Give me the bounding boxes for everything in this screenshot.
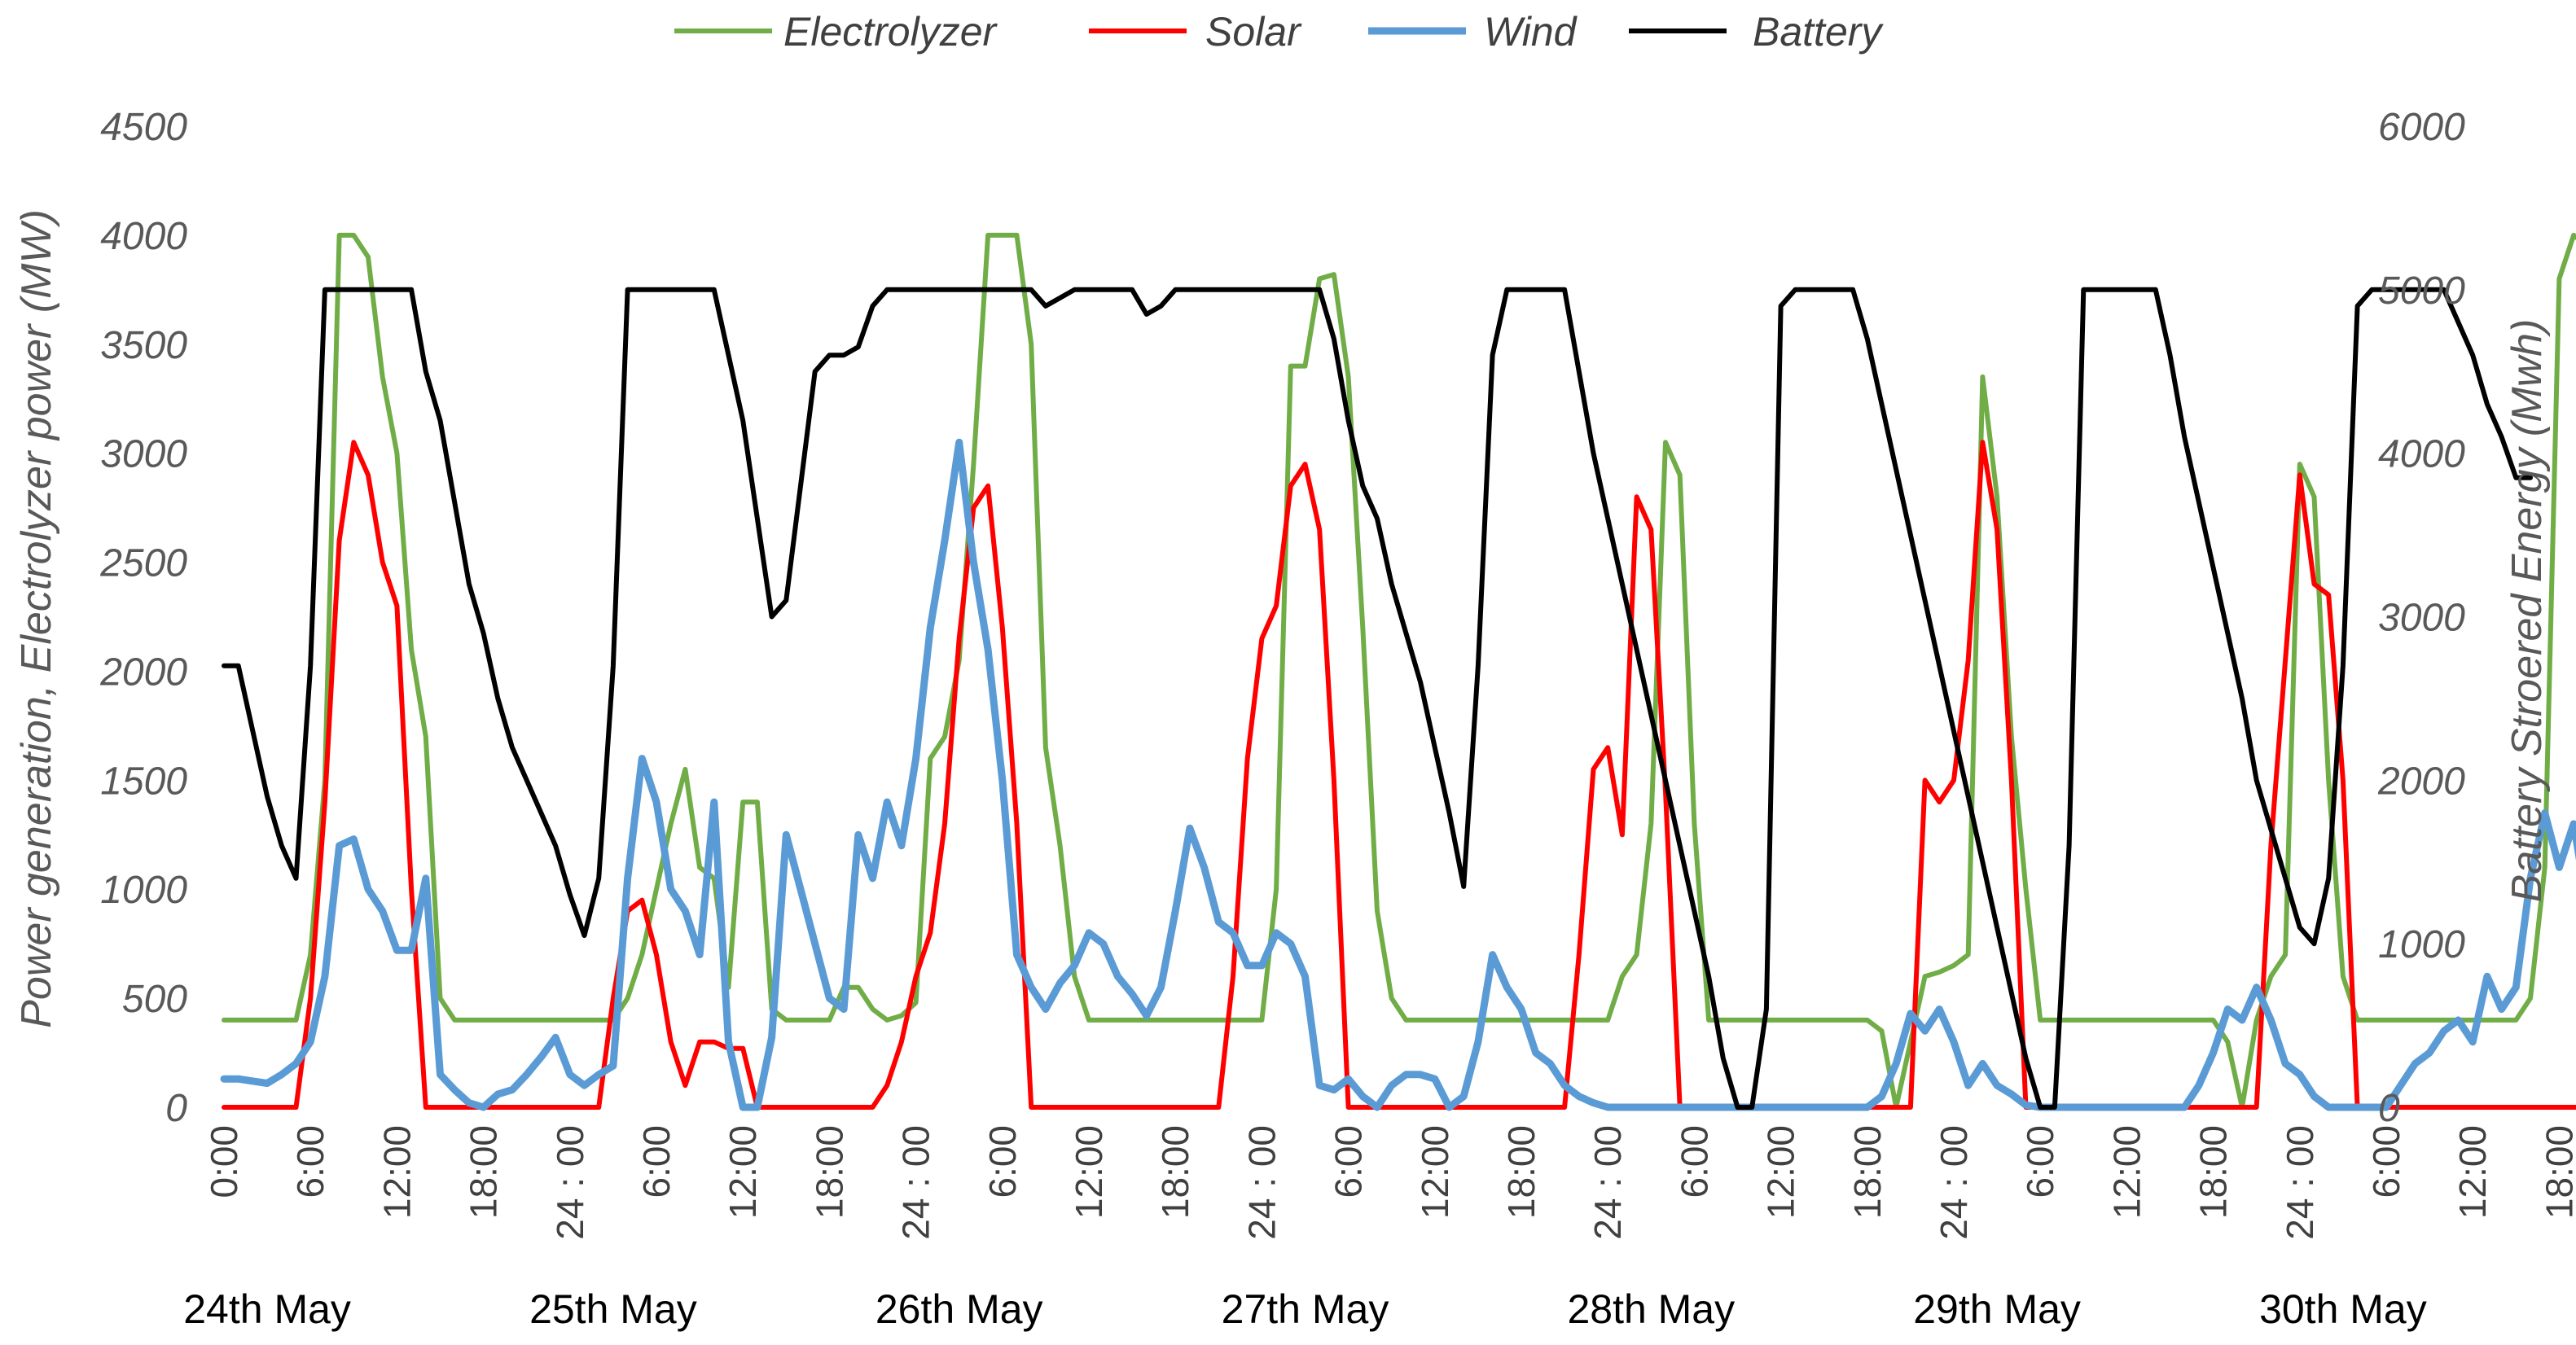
y-left-tick-label: 0 xyxy=(165,1087,187,1130)
x-tick-label: 6:00 xyxy=(289,1125,331,1198)
y-right-tick-label: 3000 xyxy=(2378,597,2465,640)
series-line-solar xyxy=(222,440,2576,1110)
day-labels: 24th May 25th May 26th May 27th May 28th May… xyxy=(183,1286,2427,1332)
legend-label-wind: Wind xyxy=(1484,9,1578,55)
x-tick-label: 12:00 xyxy=(1068,1125,1110,1219)
x-tick-label: 24 : 00 xyxy=(549,1125,591,1240)
y-right-tick-label: 1000 xyxy=(2378,923,2465,966)
day-label: 25th May xyxy=(529,1286,697,1332)
x-tick-label: 6:00 xyxy=(1327,1125,1370,1198)
x-tick-label: 18:00 xyxy=(2192,1125,2235,1219)
day-label: 26th May xyxy=(875,1286,1043,1332)
x-tick-label: 12:00 xyxy=(1760,1125,1802,1219)
y-left-tick-label: 1000 xyxy=(100,869,187,912)
day-label: 24th May xyxy=(183,1286,351,1332)
y-left-tick-labels: 0 500 1000 1500 2000 2500 3000 3500 4000 4500 xyxy=(99,106,187,1130)
series-line-wind xyxy=(220,438,2576,1111)
x-tick-label: 12:00 xyxy=(1414,1125,1456,1219)
x-tick-label: 18:00 xyxy=(1154,1125,1196,1219)
x-tick-labels: 0:00 6:00 12:00 18:00 24 : 00 6:00 12:00 18:00 2… xyxy=(203,1125,2576,1240)
y-left-tick-label: 2500 xyxy=(99,542,187,585)
y-right-tick-label: 4000 xyxy=(2378,433,2465,476)
y-right-tick-label: 2000 xyxy=(2377,760,2465,803)
x-tick-label: 24 : 00 xyxy=(895,1125,937,1240)
y-right-tick-label: 5000 xyxy=(2378,269,2465,313)
x-tick-label: 12:00 xyxy=(2105,1125,2148,1219)
x-tick-label: 18:00 xyxy=(463,1125,505,1219)
x-tick-label: 12:00 xyxy=(375,1125,418,1219)
x-tick-label: 18:00 xyxy=(1846,1125,1889,1219)
y-left-tick-label: 500 xyxy=(122,978,187,1021)
day-label: 27th May xyxy=(1222,1286,1389,1332)
day-label: 28th May xyxy=(1567,1286,1735,1332)
y-right-tick-label: 6000 xyxy=(2378,106,2465,149)
y-left-tick-label: 3000 xyxy=(100,433,187,476)
day-label: 30th May xyxy=(2259,1286,2427,1332)
x-tick-label: 6:00 xyxy=(1673,1125,1715,1198)
x-tick-label: 24 : 00 xyxy=(1240,1125,1283,1240)
y-left-tick-label: 4000 xyxy=(100,215,187,258)
x-tick-label: 18:00 xyxy=(2538,1125,2576,1219)
x-tick-label: 0:00 xyxy=(203,1125,245,1198)
x-tick-label: 6:00 xyxy=(981,1125,1024,1198)
y-left-tick-label: 4500 xyxy=(100,106,187,149)
y-right-axis-title: Battery Stroered Energy (Mwh) xyxy=(2504,319,2551,903)
series-line-electrolyzer xyxy=(222,232,2576,1110)
legend-label-battery: Battery xyxy=(1753,9,1884,55)
x-tick-label: 24 : 00 xyxy=(1933,1125,1975,1240)
x-tick-label: 6:00 xyxy=(2019,1125,2061,1198)
x-tick-label: 12:00 xyxy=(2451,1125,2494,1219)
x-tick-label: 18:00 xyxy=(808,1125,850,1219)
x-tick-label: 18:00 xyxy=(1500,1125,1543,1219)
y-right-tick-labels: 0 1000 2000 3000 4000 5000 6000 xyxy=(2377,106,2465,1130)
series-lines xyxy=(220,232,2576,1111)
legend-label-electrolyzer: Electrolyzer xyxy=(783,9,998,55)
y-left-tick-label: 1500 xyxy=(100,760,187,803)
legend: Electrolyzer Solar Wind Battery xyxy=(674,9,1884,55)
x-tick-label: 24 : 00 xyxy=(1586,1125,1629,1240)
y-left-axis-title: Power generation, Electrolyzer power (MW… xyxy=(13,209,60,1028)
legend-label-solar: Solar xyxy=(1205,9,1302,55)
x-tick-label: 24 : 00 xyxy=(2279,1125,2321,1240)
y-left-tick-label: 2000 xyxy=(99,651,187,694)
y-left-tick-label: 3500 xyxy=(100,324,187,367)
day-label: 29th May xyxy=(1913,1286,2081,1332)
x-tick-label: 12:00 xyxy=(722,1125,764,1219)
y-right-tick-label: 0 xyxy=(2378,1087,2400,1130)
x-tick-label: 6:00 xyxy=(635,1125,678,1198)
series-line-battery xyxy=(222,287,2533,1110)
x-tick-label: 6:00 xyxy=(2365,1125,2407,1198)
